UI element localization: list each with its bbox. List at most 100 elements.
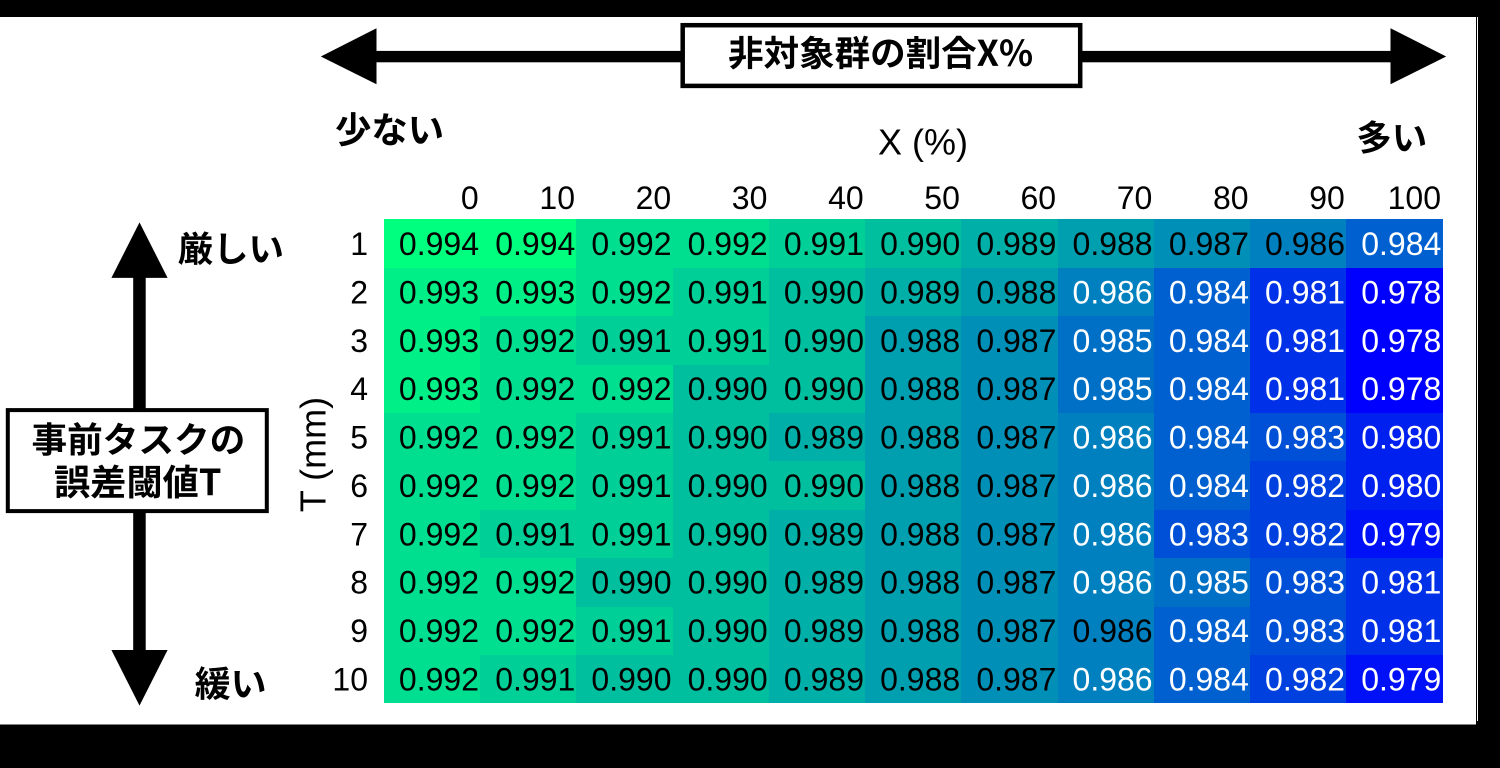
svg-text:50: 50 [924, 180, 960, 216]
svg-text:0.992: 0.992 [495, 613, 575, 649]
svg-text:0.983: 0.983 [1169, 516, 1249, 552]
svg-text:2: 2 [350, 274, 368, 310]
svg-text:0.991: 0.991 [591, 516, 671, 552]
svg-text:0.992: 0.992 [495, 420, 575, 456]
svg-text:0.978: 0.978 [1361, 274, 1441, 310]
svg-text:0.984: 0.984 [1361, 226, 1441, 262]
svg-text:0.987: 0.987 [976, 662, 1056, 698]
svg-text:0.988: 0.988 [880, 516, 960, 552]
svg-text:0.990: 0.990 [688, 516, 768, 552]
svg-text:0.978: 0.978 [1361, 323, 1441, 359]
svg-text:0.987: 0.987 [976, 323, 1056, 359]
svg-text:3: 3 [350, 323, 368, 359]
svg-text:100: 100 [1388, 180, 1441, 216]
svg-text:0.990: 0.990 [591, 565, 671, 601]
svg-text:0.984: 0.984 [1169, 613, 1249, 649]
svg-text:0.991: 0.991 [591, 613, 671, 649]
svg-text:0.991: 0.991 [591, 420, 671, 456]
svg-text:60: 60 [1021, 180, 1057, 216]
svg-text:0.992: 0.992 [688, 226, 768, 262]
svg-text:0.994: 0.994 [495, 226, 575, 262]
svg-text:0.993: 0.993 [399, 274, 479, 310]
svg-text:0.983: 0.983 [1265, 420, 1345, 456]
svg-text:1: 1 [350, 226, 368, 262]
svg-text:0.987: 0.987 [976, 420, 1056, 456]
svg-text:7: 7 [350, 516, 368, 552]
svg-text:0.988: 0.988 [976, 274, 1056, 310]
svg-text:0.989: 0.989 [784, 420, 864, 456]
svg-text:T (mm): T (mm) [293, 397, 334, 512]
svg-text:0.981: 0.981 [1265, 274, 1345, 310]
svg-text:0.983: 0.983 [1265, 565, 1345, 601]
svg-text:0.981: 0.981 [1361, 613, 1441, 649]
svg-text:8: 8 [350, 565, 368, 601]
svg-text:0.987: 0.987 [976, 565, 1056, 601]
svg-text:9: 9 [350, 613, 368, 649]
svg-text:0.981: 0.981 [1361, 565, 1441, 601]
svg-text:0.988: 0.988 [880, 371, 960, 407]
svg-text:0.992: 0.992 [399, 613, 479, 649]
svg-text:0.984: 0.984 [1169, 274, 1249, 310]
svg-text:0.989: 0.989 [784, 565, 864, 601]
svg-text:0.984: 0.984 [1169, 371, 1249, 407]
svg-text:0.988: 0.988 [880, 662, 960, 698]
svg-text:0.990: 0.990 [688, 420, 768, 456]
svg-text:0.993: 0.993 [399, 371, 479, 407]
svg-text:30: 30 [732, 180, 768, 216]
svg-text:0.988: 0.988 [880, 565, 960, 601]
svg-text:0.986: 0.986 [1073, 420, 1153, 456]
svg-text:0.992: 0.992 [399, 565, 479, 601]
svg-text:6: 6 [350, 468, 368, 504]
svg-text:20: 20 [636, 180, 672, 216]
svg-text:0.986: 0.986 [1073, 516, 1153, 552]
svg-text:0.984: 0.984 [1169, 323, 1249, 359]
svg-text:0.985: 0.985 [1169, 565, 1249, 601]
svg-text:0.979: 0.979 [1361, 662, 1441, 698]
svg-text:0.986: 0.986 [1265, 226, 1345, 262]
svg-text:0.990: 0.990 [688, 565, 768, 601]
svg-text:0.989: 0.989 [880, 274, 960, 310]
svg-text:0.982: 0.982 [1265, 516, 1345, 552]
svg-text:0.990: 0.990 [784, 274, 864, 310]
svg-text:0.990: 0.990 [688, 371, 768, 407]
svg-text:40: 40 [828, 180, 864, 216]
svg-text:0.987: 0.987 [1169, 226, 1249, 262]
svg-text:0.986: 0.986 [1073, 662, 1153, 698]
svg-text:0.992: 0.992 [495, 371, 575, 407]
svg-text:0.984: 0.984 [1169, 468, 1249, 504]
svg-text:0.991: 0.991 [591, 323, 671, 359]
svg-text:0.992: 0.992 [399, 516, 479, 552]
svg-text:0.980: 0.980 [1361, 420, 1441, 456]
svg-text:0.992: 0.992 [495, 468, 575, 504]
svg-text:90: 90 [1309, 180, 1345, 216]
svg-text:0.988: 0.988 [880, 323, 960, 359]
svg-text:0.991: 0.991 [495, 516, 575, 552]
svg-text:0.991: 0.991 [688, 274, 768, 310]
svg-text:0.992: 0.992 [591, 371, 671, 407]
svg-text:0.986: 0.986 [1073, 565, 1153, 601]
svg-text:0.990: 0.990 [784, 371, 864, 407]
svg-text:0.990: 0.990 [880, 226, 960, 262]
svg-text:0.985: 0.985 [1073, 323, 1153, 359]
svg-text:0.994: 0.994 [399, 226, 479, 262]
svg-text:0.991: 0.991 [784, 226, 864, 262]
svg-text:0.991: 0.991 [688, 323, 768, 359]
svg-text:10: 10 [539, 180, 575, 216]
svg-text:10: 10 [332, 662, 368, 698]
svg-text:0.992: 0.992 [399, 420, 479, 456]
svg-text:0.992: 0.992 [495, 323, 575, 359]
svg-text:0.982: 0.982 [1265, 468, 1345, 504]
svg-text:4: 4 [350, 371, 368, 407]
svg-text:5: 5 [350, 420, 368, 456]
svg-text:0: 0 [461, 180, 479, 216]
svg-text:0.983: 0.983 [1265, 613, 1345, 649]
svg-text:0.984: 0.984 [1169, 420, 1249, 456]
svg-text:0.993: 0.993 [495, 274, 575, 310]
svg-text:0.992: 0.992 [591, 226, 671, 262]
svg-text:0.988: 0.988 [1073, 226, 1153, 262]
svg-text:0.987: 0.987 [976, 371, 1056, 407]
svg-text:0.990: 0.990 [591, 662, 671, 698]
svg-text:0.989: 0.989 [784, 516, 864, 552]
svg-text:0.986: 0.986 [1073, 613, 1153, 649]
svg-text:0.984: 0.984 [1169, 662, 1249, 698]
